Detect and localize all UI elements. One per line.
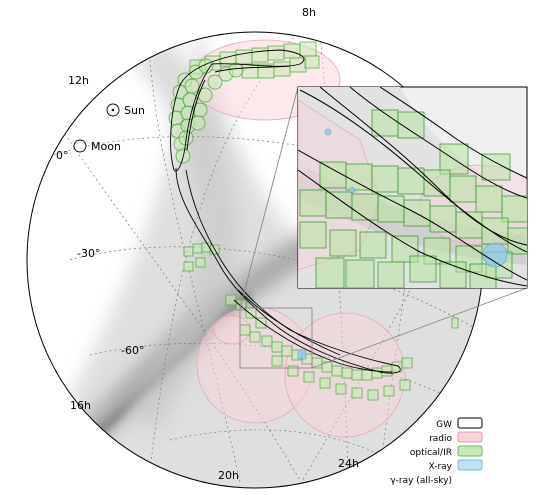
legend-swatch-radio <box>457 431 483 443</box>
milky-way <box>30 32 483 488</box>
legend-swatch-optical <box>457 445 483 457</box>
zoom-connector-bottom <box>311 287 528 369</box>
ra-label-12h: 12h <box>68 74 89 87</box>
optical-tiles-lower <box>183 242 459 401</box>
xray-regions <box>297 349 307 360</box>
dec-label-m60: -60° <box>121 344 144 357</box>
legend-swatch-gw <box>457 417 483 429</box>
inset-xray <box>324 128 508 268</box>
ra-label-24h: 24h <box>338 457 359 470</box>
optical-tiles-upper <box>168 41 320 164</box>
ra-label-16h: 16h <box>70 399 91 412</box>
legend-label-radio: radio <box>429 434 452 444</box>
inset-gw-contours <box>298 87 527 287</box>
legend-swatch-xray <box>457 459 483 471</box>
dec-label-m30: -30° <box>77 247 100 260</box>
moon-label: Moon <box>91 140 121 153</box>
moon-icon <box>73 139 87 153</box>
inset-panel <box>297 86 528 289</box>
ra-label-20h: 20h <box>218 469 239 482</box>
sun-label: Sun <box>124 104 145 117</box>
zoom-connector-top <box>239 86 299 309</box>
legend-label-xray: X-ray <box>428 462 452 472</box>
legend-label-gw: GW <box>436 420 452 430</box>
legend: GW radio optical/IR X-ray γ-ray (all-sky… <box>390 417 483 486</box>
legend-label-optical: optical/IR <box>410 448 452 458</box>
gw-contours <box>170 49 401 374</box>
sun-icon <box>106 103 120 117</box>
legend-label-gamma: γ-ray (all-sky) <box>390 476 452 486</box>
dec-label-0: 0° <box>56 149 69 162</box>
ra-label-8h: 8h <box>302 6 316 19</box>
zoom-region-box <box>239 307 313 369</box>
